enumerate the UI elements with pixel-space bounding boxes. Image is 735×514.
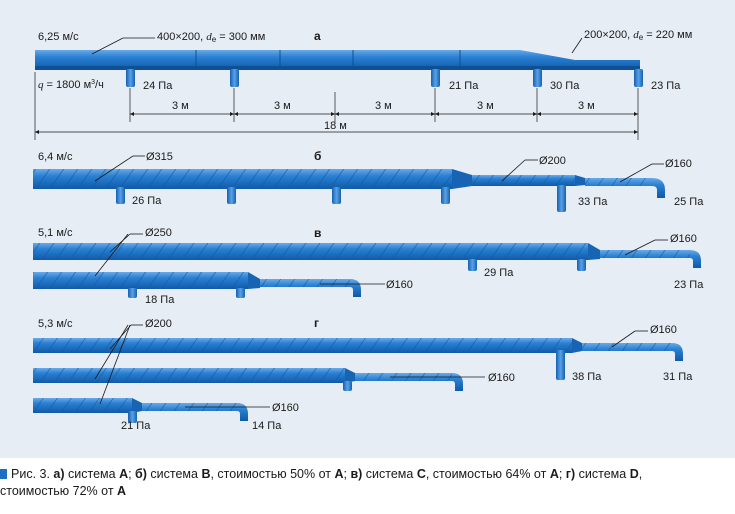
caption-system-b: B: [201, 467, 211, 481]
spacing-a5: 3 м: [578, 100, 595, 112]
pressure-d3: 21 Па: [121, 420, 151, 432]
spacing-a2: 3 м: [274, 100, 291, 112]
diameter-d4: Ø160: [272, 402, 299, 414]
outlet-c3: [128, 288, 137, 298]
outlet-c2: [577, 259, 586, 271]
rect-duct-a-shade: [35, 66, 640, 70]
outlet-a3: [431, 69, 440, 87]
diameter-c3: Ø160: [386, 279, 413, 291]
caption-ref-a: A: [117, 484, 127, 498]
spacing-a3: 3 м: [375, 100, 392, 112]
figure-caption: Рис. 3. а) система A; б) система B, стои…: [0, 466, 735, 500]
caption-text: система: [64, 467, 120, 481]
outlet-b3: [332, 187, 341, 204]
outlet-a5: [634, 69, 643, 87]
total-length-a: 18 м: [324, 120, 347, 132]
caption-text: , стоимостью 50% от: [210, 467, 335, 481]
diameter-c1: Ø250: [145, 227, 172, 239]
diameter-d3: Ø160: [488, 372, 515, 384]
pressure-d2: 31 Па: [663, 371, 693, 383]
diagram-c: 5,1 м/с Ø250 в Ø160 Ø160 29 Па 23 Па 18 …: [33, 226, 704, 306]
caption-text: ;: [128, 467, 136, 481]
diameter-d2: Ø160: [650, 324, 677, 336]
letter-b: б: [314, 149, 321, 163]
outlet-a4: [533, 69, 542, 87]
caption-ref-a: A: [334, 467, 344, 481]
outlet-d3: [128, 411, 137, 423]
letter-d: г: [314, 316, 319, 330]
caption-text: система: [146, 467, 202, 481]
caption-text: ,: [638, 467, 643, 481]
caption-text: система: [575, 467, 630, 481]
outlet-c1: [468, 259, 477, 271]
outlet-a1: [126, 69, 135, 87]
dimension-lines-a: [34, 72, 639, 140]
diagram-d: 5,3 м/с Ø200 г Ø160 Ø160 Ø160 38 Па 31 П…: [33, 316, 693, 432]
diagram-a: 6,25 м/с 400×200, de = 300 мм а 200×200,…: [34, 29, 692, 140]
pressure-b1: 26 Па: [132, 195, 162, 207]
pressure-a1: 24 Па: [143, 80, 173, 92]
diameter-d1: Ø200: [145, 318, 172, 330]
duct-main-label-a: 400×200, de = 300 мм: [157, 31, 265, 44]
duct-end-label-a: 200×200, de = 220 мм: [584, 29, 692, 42]
reducer-c2: [248, 272, 260, 289]
reducer-d2: [345, 368, 355, 383]
caption-text: ;: [558, 467, 566, 481]
speed-d: 5,3 м/с: [38, 318, 73, 330]
caption-letter-b: б): [135, 467, 147, 481]
pressure-d4: 14 Па: [252, 420, 282, 432]
duct-diagrams: 6,25 м/с 400×200, de = 300 мм а 200×200,…: [33, 29, 704, 432]
pressure-a2: 21 Па: [449, 80, 479, 92]
rect-duct-a: [35, 50, 640, 70]
caption-marker: [0, 469, 7, 479]
pressure-c2: 23 Па: [674, 279, 704, 291]
caption-text: ;: [343, 467, 351, 481]
outlet-b4: [441, 187, 450, 204]
caption-letter-a: а): [53, 467, 65, 481]
diagram-b: 6,4 м/с Ø315 б Ø200 Ø160 26 Па 33 Па 25 …: [33, 149, 704, 212]
outlet-b2: [227, 187, 236, 204]
caption-letter-c: в): [350, 467, 363, 481]
outlet-d1: [556, 350, 565, 380]
caption-system-a: A: [119, 467, 129, 481]
caption-text: стоимостью 72% от: [0, 484, 118, 498]
letter-c: в: [314, 226, 321, 240]
letter-a: а: [314, 29, 321, 43]
spacing-a4: 3 м: [477, 100, 494, 112]
caption-text: , стоимостью 64% от: [425, 467, 550, 481]
reducer-b1: [452, 169, 472, 189]
diameter-c2: Ø160: [670, 233, 697, 245]
outlet-d2: [343, 381, 352, 391]
reducer-d3: [132, 398, 142, 413]
pressure-b2: 33 Па: [578, 196, 608, 208]
pressure-a4: 23 Па: [651, 80, 681, 92]
diameter-b2: Ø200: [539, 155, 566, 167]
outlet-b5: [557, 185, 566, 212]
flow-label-a: q = 1800 м3/ч: [38, 79, 104, 91]
caption-system-d: D: [629, 467, 639, 481]
spacing-a1: 3 м: [172, 100, 189, 112]
pressure-c3: 18 Па: [145, 294, 175, 306]
pressure-b3: 25 Па: [674, 196, 704, 208]
reducer-d1: [572, 338, 582, 353]
outlet-c4: [236, 288, 245, 298]
outlet-b1: [116, 187, 125, 204]
speed-b: 6,4 м/с: [38, 151, 73, 163]
reducer-c1: [588, 243, 600, 260]
figure-panel: 6,25 м/с 400×200, de = 300 мм а 200×200,…: [0, 0, 735, 458]
caption-system-c: C: [416, 467, 426, 481]
caption-letter-d: г): [565, 467, 576, 481]
caption-ref-a: A: [549, 467, 559, 481]
speed-c: 5,1 м/с: [38, 227, 73, 239]
caption-prefix: Рис. 3.: [11, 467, 54, 481]
pressure-d1: 38 Па: [572, 371, 602, 383]
reducer-b2: [575, 175, 585, 186]
pressure-c1: 29 Па: [484, 267, 514, 279]
caption-text: система: [362, 467, 417, 481]
pressure-a3: 30 Па: [550, 80, 580, 92]
outlet-a2: [230, 69, 239, 87]
speed-a: 6,25 м/с: [38, 31, 79, 43]
diameter-b3: Ø160: [665, 158, 692, 170]
diameter-b1: Ø315: [146, 151, 173, 163]
